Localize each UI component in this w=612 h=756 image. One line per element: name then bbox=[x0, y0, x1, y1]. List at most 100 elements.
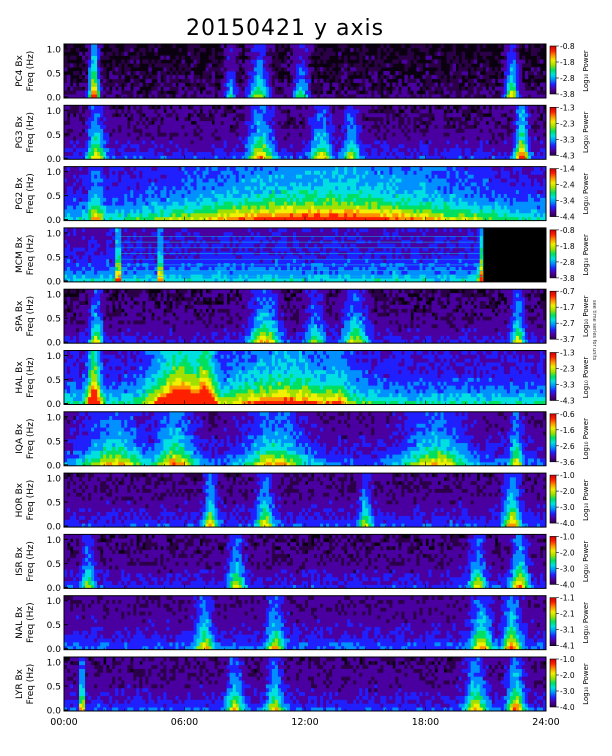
spectrogram-cell bbox=[142, 94, 146, 98]
spectrogram-cell bbox=[431, 82, 435, 87]
spectrogram-cell bbox=[88, 166, 92, 171]
spectrogram-cell bbox=[214, 201, 219, 206]
spectrogram-cell bbox=[250, 182, 255, 187]
spectrogram-cell bbox=[449, 67, 454, 72]
spectrogram-cell bbox=[380, 140, 384, 145]
spectrogram-cell bbox=[317, 185, 321, 191]
spectrogram-cell bbox=[542, 109, 546, 114]
spectrogram-cell bbox=[356, 90, 360, 95]
spectrogram-cell bbox=[139, 47, 143, 53]
spectrogram-cell bbox=[359, 63, 363, 68]
spectrogram-cell bbox=[518, 90, 523, 95]
spectrogram-cell bbox=[521, 136, 526, 141]
spectrogram-cell bbox=[317, 143, 321, 149]
spectrogram-cell bbox=[428, 86, 432, 91]
spectrogram-cell bbox=[311, 132, 315, 137]
spectrogram-cell bbox=[533, 143, 538, 149]
spectrogram-cell bbox=[151, 140, 155, 145]
spectrogram-cell bbox=[271, 189, 276, 194]
spectrogram-cell bbox=[244, 128, 249, 133]
spectrogram-cell bbox=[317, 78, 321, 83]
spectrogram-cell bbox=[73, 193, 77, 198]
spectrogram-cell bbox=[446, 143, 450, 149]
spectrogram-cell bbox=[241, 78, 246, 83]
spectrogram-cell bbox=[500, 128, 505, 133]
spectrogram-cell bbox=[124, 63, 128, 68]
spectrogram-cell bbox=[217, 155, 222, 160]
spectrogram-cell bbox=[127, 174, 131, 179]
spectrogram-cell bbox=[482, 143, 487, 149]
spectrogram-cell bbox=[521, 124, 526, 129]
spectrogram-cell bbox=[253, 124, 258, 129]
spectrogram-cell bbox=[377, 105, 381, 110]
spectrogram-cell bbox=[205, 166, 209, 171]
spectrogram-cell bbox=[160, 189, 164, 194]
spectrogram-cell bbox=[169, 189, 173, 194]
spectrogram-cell bbox=[94, 147, 98, 152]
spectrogram-cell bbox=[271, 151, 276, 156]
spectrogram-cell bbox=[410, 74, 414, 80]
spectrogram-cell bbox=[506, 55, 511, 60]
spectrogram-cell bbox=[533, 128, 538, 133]
spectrogram-cell bbox=[416, 94, 420, 98]
spectrogram-cell bbox=[268, 71, 273, 76]
spectrogram-cell bbox=[395, 120, 399, 125]
spectrogram-cell bbox=[106, 124, 110, 129]
spectrogram-cell bbox=[277, 216, 282, 221]
spectrogram-cell bbox=[214, 59, 219, 64]
spectrogram-cell bbox=[268, 132, 273, 137]
spectrogram-cell bbox=[470, 90, 475, 95]
spectrogram-cell bbox=[208, 94, 213, 98]
spectrogram-cell bbox=[244, 78, 249, 83]
spectrogram-cell bbox=[76, 113, 80, 118]
spectrogram-cell bbox=[211, 78, 216, 83]
spectrogram-cell bbox=[79, 182, 83, 187]
spectrogram-cell bbox=[274, 155, 279, 160]
spectrogram-cell bbox=[305, 140, 309, 145]
spectrogram-cell bbox=[67, 120, 71, 125]
spectrogram-cell bbox=[229, 120, 234, 125]
spectrogram-cell bbox=[473, 140, 478, 145]
spectrogram-cell bbox=[148, 185, 152, 191]
spectrogram-cell bbox=[347, 63, 351, 68]
spectrogram-cell bbox=[314, 132, 318, 137]
spectrogram-cell bbox=[271, 120, 276, 125]
spectrogram-cell bbox=[329, 155, 333, 160]
spectrogram-cell bbox=[109, 174, 113, 179]
spectrogram-cell bbox=[539, 74, 544, 80]
spectrogram-cell bbox=[265, 185, 270, 191]
spectrogram-cell bbox=[160, 63, 164, 68]
spectrogram-cell bbox=[470, 136, 475, 141]
spectrogram-cell bbox=[118, 124, 122, 129]
spectrogram-cell bbox=[121, 182, 125, 187]
spectrogram-cell bbox=[241, 209, 246, 214]
spectrogram-cell bbox=[205, 189, 209, 194]
spectrogram-cell bbox=[217, 166, 222, 171]
spectrogram-cell bbox=[172, 86, 176, 91]
spectrogram-cell bbox=[503, 136, 508, 141]
spectrogram-cell bbox=[124, 209, 128, 214]
spectrogram-cell bbox=[106, 212, 110, 218]
spectrogram-cell bbox=[97, 155, 101, 160]
spectrogram-cell bbox=[73, 212, 77, 218]
spectrogram-cell bbox=[326, 193, 330, 198]
spectrogram-cell bbox=[292, 59, 297, 64]
spectrogram-cell bbox=[416, 155, 420, 160]
spectrogram-cell bbox=[509, 116, 514, 122]
spectrogram-cell bbox=[434, 71, 438, 76]
spectrogram-cell bbox=[404, 143, 408, 149]
spectrogram-cell bbox=[91, 105, 95, 110]
spectrogram-cell bbox=[283, 209, 288, 214]
spectrogram-cell bbox=[124, 109, 128, 114]
spectrogram-cell bbox=[539, 128, 544, 133]
spectrogram-cell bbox=[196, 90, 200, 95]
spectrogram-cell bbox=[518, 78, 523, 83]
spectrogram-cell bbox=[386, 136, 390, 141]
spectrogram-cell bbox=[311, 151, 315, 156]
spectrogram-cell bbox=[70, 140, 74, 145]
spectrogram-cell bbox=[175, 124, 179, 129]
spectrogram-cell bbox=[211, 209, 216, 214]
spectrogram-cell bbox=[136, 63, 140, 68]
colorbar bbox=[549, 45, 557, 95]
spectrogram-cell bbox=[193, 174, 197, 179]
